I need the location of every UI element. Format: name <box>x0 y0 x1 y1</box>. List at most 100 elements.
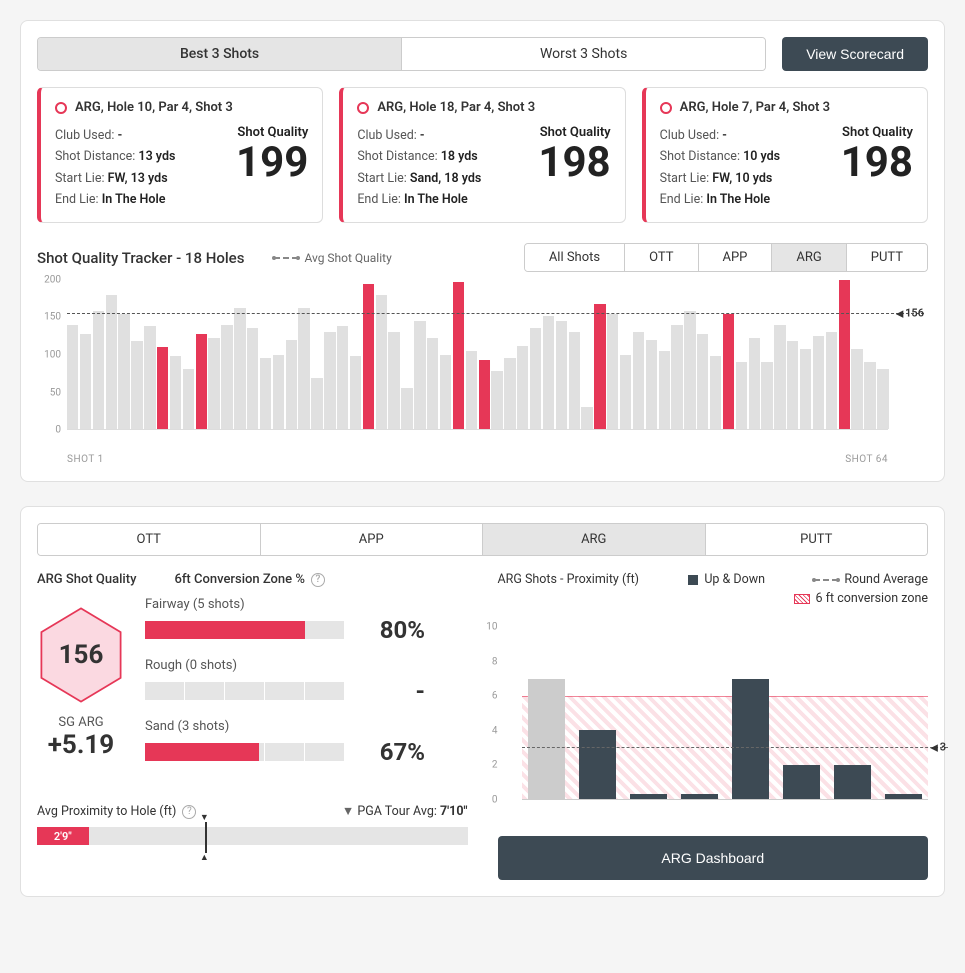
shot-bar[interactable] <box>736 362 747 429</box>
view-scorecard-button[interactable]: View Scorecard <box>782 37 928 71</box>
conversion-row: Fairway (5 shots) 80% <box>145 597 468 644</box>
shot-bar[interactable] <box>530 328 541 429</box>
shot-bar[interactable] <box>697 334 708 429</box>
shot-bar[interactable] <box>620 355 631 430</box>
shot-bar[interactable] <box>208 338 219 429</box>
proximity-bar[interactable] <box>732 679 769 799</box>
help-icon[interactable]: ? <box>311 573 325 587</box>
shot-bar[interactable] <box>131 341 142 429</box>
shot-bar[interactable] <box>118 314 129 429</box>
proximity-bar[interactable] <box>885 794 922 799</box>
shot-bar[interactable] <box>414 321 425 429</box>
shot-bar[interactable] <box>298 308 309 429</box>
proximity-bar[interactable] <box>783 765 820 799</box>
shot-bar[interactable] <box>234 308 245 429</box>
shot-bar[interactable] <box>157 347 168 429</box>
shot-bar[interactable] <box>864 362 875 429</box>
main-tab-arg[interactable]: ARG <box>483 524 706 555</box>
shot-bar[interactable] <box>80 334 91 429</box>
shot-bar[interactable] <box>839 280 850 429</box>
shot-card[interactable]: ARG, Hole 18, Par 4, Shot 3 Club Used: -… <box>339 87 625 223</box>
shot-bar[interactable] <box>710 356 721 429</box>
shot-bar[interactable] <box>556 321 567 429</box>
shot-bar[interactable] <box>479 360 490 429</box>
shot-bar[interactable] <box>427 338 438 429</box>
shot-bar[interactable] <box>67 325 78 429</box>
shot-bar[interactable] <box>517 346 528 429</box>
shot-bar[interactable] <box>633 332 644 429</box>
filter-tab-arg[interactable]: ARG <box>772 244 846 271</box>
proximity-chart-title: ARG Shots - Proximity (ft) <box>498 572 640 587</box>
shot-bar[interactable] <box>466 351 477 429</box>
filter-tab-ott[interactable]: OTT <box>625 244 698 271</box>
shot-bar[interactable] <box>813 336 824 429</box>
proximity-bar[interactable] <box>630 794 667 799</box>
shot-bar[interactable] <box>144 326 155 429</box>
shot-bar[interactable] <box>671 325 682 429</box>
main-tab-ott[interactable]: OTT <box>38 524 261 555</box>
shot-bar[interactable] <box>594 304 605 429</box>
shot-bar[interactable] <box>646 340 657 429</box>
shot-bar[interactable] <box>543 316 554 429</box>
shot-bar[interactable] <box>723 314 734 429</box>
shot-bar[interactable] <box>607 314 618 429</box>
bottom-grid: ARG Shot Quality 6ft Conversion Zone % ?… <box>37 572 928 880</box>
shot-bar[interactable] <box>324 332 335 429</box>
shot-bar[interactable] <box>311 378 322 429</box>
conversion-label: Fairway (5 shots) <box>145 597 468 612</box>
shot-bar[interactable] <box>877 369 888 429</box>
proximity-bar[interactable] <box>528 679 565 799</box>
tab-worst-shots[interactable]: Worst 3 Shots <box>402 38 765 70</box>
shot-bar[interactable] <box>260 358 271 429</box>
shot-bar[interactable] <box>363 284 374 429</box>
shot-quality-chart: 050100150200 156 SHOT 1 SHOT 64 <box>37 280 928 465</box>
shot-bar[interactable] <box>106 295 117 429</box>
filter-tab-putt[interactable]: PUTT <box>847 244 927 271</box>
tab-best-shots[interactable]: Best 3 Shots <box>38 38 402 70</box>
shot-bar[interactable] <box>761 362 772 429</box>
shot-bar[interactable] <box>581 407 592 429</box>
shot-bar[interactable] <box>749 338 760 429</box>
proximity-bar[interactable] <box>579 730 616 799</box>
filter-tab-app[interactable]: APP <box>699 244 773 271</box>
shot-bar[interactable] <box>350 356 361 429</box>
main-tab-app[interactable]: APP <box>261 524 484 555</box>
shot-card[interactable]: ARG, Hole 10, Par 4, Shot 3 Club Used: -… <box>37 87 323 223</box>
proximity-chart: 0246810 3 <box>522 610 929 820</box>
filter-tab-all-shots[interactable]: All Shots <box>525 244 625 271</box>
shot-bar[interactable] <box>273 355 284 430</box>
shot-bar[interactable] <box>337 326 348 429</box>
shot-bar[interactable] <box>491 371 502 429</box>
best-worst-tabs: Best 3 Shots Worst 3 Shots <box>37 37 766 71</box>
proximity-bar[interactable] <box>681 794 718 799</box>
shot-bar[interactable] <box>221 325 232 429</box>
shot-bar[interactable] <box>286 340 297 429</box>
shot-bar[interactable] <box>659 351 670 429</box>
shot-bar[interactable] <box>453 282 464 430</box>
shot-bar[interactable] <box>569 332 580 429</box>
shot-card[interactable]: ARG, Hole 7, Par 4, Shot 3 Club Used: - … <box>642 87 928 223</box>
shot-bar[interactable] <box>787 341 798 429</box>
help-icon[interactable]: ? <box>182 805 196 819</box>
shot-bar[interactable] <box>93 311 104 429</box>
proximity-bar[interactable] <box>834 765 871 799</box>
shot-bar[interactable] <box>183 369 194 429</box>
bottom-panel: OTTAPPARGPUTT ARG Shot Quality 6ft Conve… <box>20 506 945 897</box>
shot-bar[interactable] <box>170 356 181 429</box>
shot-bar[interactable] <box>851 349 862 429</box>
shot-bar[interactable] <box>826 332 837 429</box>
shot-bar[interactable] <box>440 355 451 430</box>
shot-bar[interactable] <box>504 358 515 429</box>
shot-bar[interactable] <box>376 295 387 429</box>
shot-bar[interactable] <box>401 388 412 429</box>
arg-dashboard-button[interactable]: ARG Dashboard <box>498 836 929 880</box>
shot-bar[interactable] <box>196 334 207 429</box>
shot-bar[interactable] <box>388 332 399 429</box>
proximity-row: Avg Proximity to Hole (ft) ? ▼ PGA Tour … <box>37 804 468 819</box>
main-tab-putt[interactable]: PUTT <box>706 524 928 555</box>
shot-bar[interactable] <box>247 328 258 429</box>
shot-bar[interactable] <box>800 349 811 429</box>
x-label-last: SHOT 64 <box>845 454 888 465</box>
shot-bar[interactable] <box>774 325 785 429</box>
shot-bar[interactable] <box>684 311 695 429</box>
